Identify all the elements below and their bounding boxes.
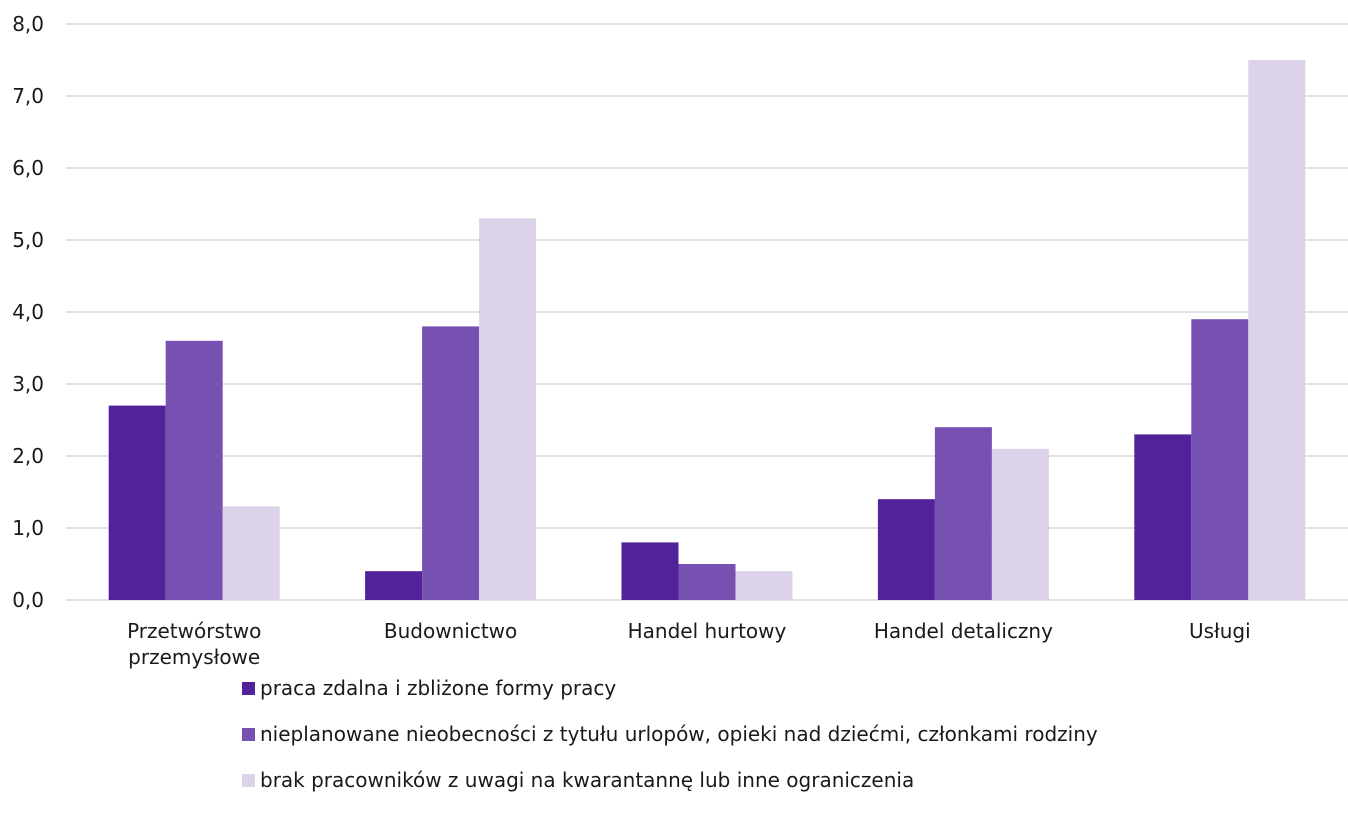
bar <box>365 571 423 600</box>
bar <box>991 448 1049 600</box>
y-tick-label: 8,0 <box>12 12 44 36</box>
bar <box>934 427 992 600</box>
y-tick-label: 7,0 <box>12 84 44 108</box>
bar <box>222 506 280 600</box>
bar <box>621 542 679 600</box>
legend: praca zdalna i zbliżone formy pracy niep… <box>242 676 1098 814</box>
bar <box>1134 434 1192 600</box>
chart-root: 0,0 1,0 2,0 3,0 4,0 5,0 6,0 7,0 8,0 Przetwórstwo… <box>12 12 1348 792</box>
x-tick-label: Handel detaliczny <box>874 619 1053 643</box>
bar <box>479 218 537 600</box>
y-tick-label: 5,0 <box>12 228 44 252</box>
y-tick-label: 0,0 <box>12 588 44 612</box>
legend-label: praca zdalna i zbliżone formy pracy <box>260 676 617 700</box>
bar <box>1191 319 1249 600</box>
bar <box>108 405 166 600</box>
bar <box>165 340 223 600</box>
legend-item-nieplanowane-nieobecnosci: nieplanowane nieobecności z tytułu urlop… <box>242 722 1098 746</box>
y-tick-label: 3,0 <box>12 372 44 396</box>
legend-swatch <box>242 727 255 741</box>
x-tick-label: Handel hurtowy <box>628 619 787 643</box>
legend-item-praca-zdalna: praca zdalna i zbliżone formy pracy <box>242 676 1098 700</box>
legend-label: brak pracowników z uwagi na kwarantannę … <box>260 768 915 792</box>
x-tick-label: Przetwórstwo przemysłowe <box>127 619 261 669</box>
y-tick-label: 4,0 <box>12 300 44 324</box>
x-axis-tick-labels: Przetwórstwo przemysłowe Budownictwo Handel… <box>127 619 1251 669</box>
y-tick-label: 1,0 <box>12 516 44 540</box>
legend-swatch <box>242 773 255 787</box>
bar <box>735 571 793 600</box>
y-axis-tick-labels: 0,0 1,0 2,0 3,0 4,0 5,0 6,0 7,0 8,0 <box>12 12 44 612</box>
y-tick-label: 2,0 <box>12 444 44 468</box>
legend-swatch <box>242 681 255 695</box>
bar <box>678 564 736 600</box>
legend-item-brak-pracownikow: brak pracowników z uwagi na kwarantannę … <box>242 768 1098 792</box>
legend-label: nieplanowane nieobecności z tytułu urlop… <box>260 722 1098 746</box>
y-tick-label: 6,0 <box>12 156 44 180</box>
bars <box>108 60 1306 600</box>
x-tick-label: Usługi <box>1189 619 1251 643</box>
bar-chart: 0,0 1,0 2,0 3,0 4,0 5,0 6,0 7,0 8,0 Przetwórstwo… <box>12 12 1348 669</box>
bar <box>877 499 935 600</box>
bar <box>1248 60 1306 600</box>
bar <box>422 326 480 600</box>
x-tick-label: Budownictwo <box>384 619 517 643</box>
